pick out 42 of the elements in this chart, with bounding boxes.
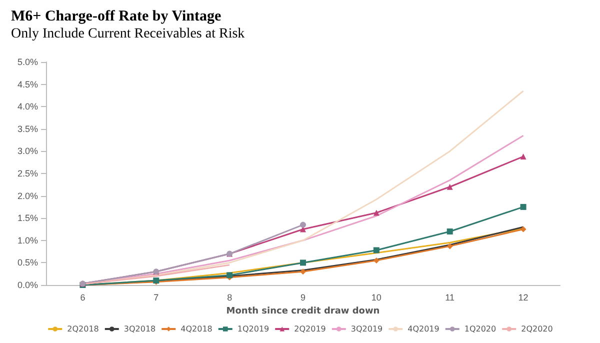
- legend-label: 1Q2019: [237, 324, 270, 334]
- legend-label: 4Q2019: [408, 324, 440, 334]
- point: [446, 243, 453, 250]
- y-tick-label: 0.5%: [17, 258, 38, 268]
- y-tick-label: 2.0%: [17, 190, 38, 201]
- x-tick-label: 12: [518, 292, 528, 302]
- point: [300, 260, 306, 266]
- y-tick-label: 1.5%: [17, 213, 38, 224]
- point: [520, 154, 526, 160]
- point: [446, 228, 453, 234]
- x-tick-label: 10: [371, 292, 382, 302]
- point: [373, 210, 380, 216]
- legend-label: 2Q2019: [294, 324, 326, 334]
- point: [300, 268, 306, 275]
- y-tick-label: 5.0%: [17, 57, 38, 67]
- y-tick-label: 3.0%: [17, 146, 38, 156]
- chart-title: M6+ Charge-off Rate by Vintage: [11, 8, 222, 24]
- legend-label: 1Q2020: [464, 324, 496, 334]
- point: [300, 222, 306, 228]
- x-tick-label: 6: [80, 292, 86, 302]
- y-tick-label: 2.5%: [17, 168, 38, 178]
- point: [520, 226, 526, 232]
- y-tick-label: 1.0%: [17, 235, 38, 246]
- x-tick-label: 11: [445, 292, 455, 302]
- y-tick-label: 4.5%: [17, 79, 38, 90]
- y-tick-label: 4.0%: [17, 102, 38, 112]
- x-axis-title: Month since credit draw down: [226, 306, 380, 316]
- legend-label: 3Q2018: [124, 324, 156, 334]
- legend-label: 2Q2018: [67, 324, 99, 334]
- point: [446, 184, 453, 190]
- legend-label: 3Q2019: [350, 324, 383, 334]
- y-tick-label: 3.5%: [17, 124, 38, 134]
- y-tick-label: 0.0%: [17, 280, 38, 290]
- x-tick-label: 9: [300, 292, 306, 302]
- legend-label: 2Q2020: [521, 324, 553, 334]
- point: [373, 257, 380, 264]
- x-tick-label: 8: [227, 292, 232, 302]
- x-tick-label: 7: [154, 292, 159, 302]
- point: [520, 204, 526, 210]
- point: [373, 247, 380, 254]
- chart-subtitle: Only Include Current Receivables at Risk: [11, 26, 245, 42]
- legend-label: 4Q2018: [180, 324, 212, 334]
